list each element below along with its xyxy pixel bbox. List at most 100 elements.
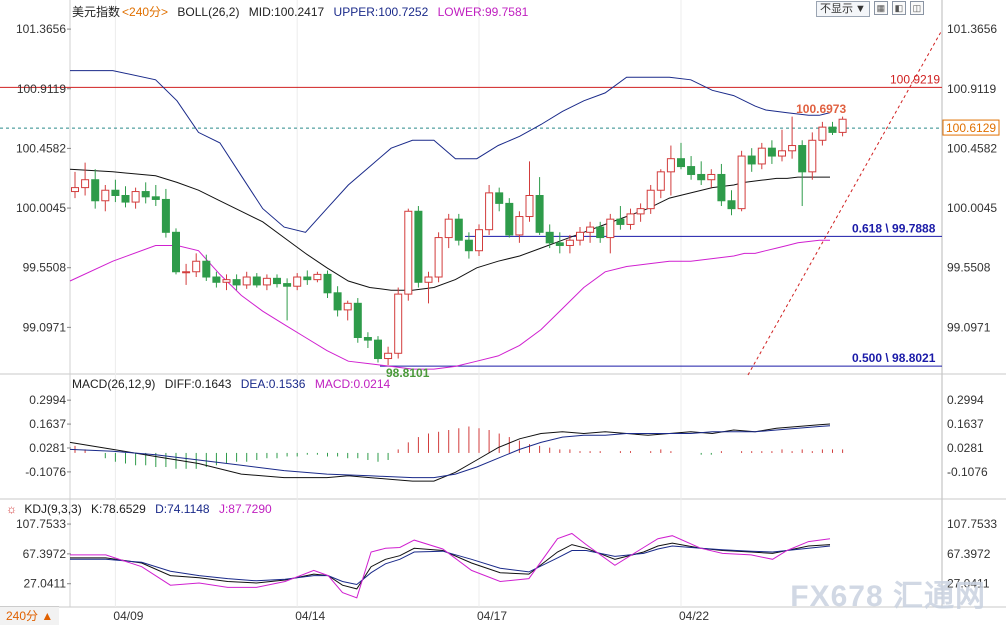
resistance-label: 100.9219: [890, 72, 940, 86]
price-tick-left: 99.5508: [23, 261, 67, 275]
candle-body: [212, 276, 221, 283]
chart-toolbar: 不显示 ▼ ▦ ◧ ◫: [816, 1, 924, 17]
candle-body: [71, 187, 79, 193]
kdj-legend: ☼ KDJ(9,3,3) K:78.6529 D:74.1148 J:87.72…: [6, 502, 278, 516]
candle-body: [475, 229, 483, 252]
price-tick-right: 101.3656: [947, 22, 997, 36]
candle-body: [172, 231, 180, 273]
candle-body: [151, 196, 160, 200]
panel-view-icon[interactable]: ◫: [909, 1, 924, 15]
kdj-tick-left: 67.3972: [23, 547, 67, 561]
candle-body: [555, 242, 564, 246]
price-tick-left: 100.9119: [17, 82, 66, 96]
boll-indicator-label[interactable]: BOLL(26,2): [177, 5, 240, 19]
macd-tick-right: 0.0281: [947, 441, 984, 455]
macd-tick-right: 0.2994: [947, 393, 984, 407]
boll-mid-value: MID:100.2417: [248, 5, 325, 19]
grid-layer: [0, 0, 1006, 608]
candle-body: [616, 218, 625, 225]
candle-body: [414, 210, 423, 283]
fib-500-label: 0.500 \ 98.8021: [852, 351, 936, 365]
macd-panel: [69, 423, 844, 482]
candle-body: [283, 283, 292, 287]
macd-tick-right: 0.1637: [947, 417, 984, 431]
sun-icon[interactable]: ☼: [6, 502, 17, 516]
candle-body: [464, 239, 473, 252]
candle-body: [656, 171, 665, 191]
kdj-tick-right: 107.7533: [947, 517, 997, 531]
boll-upper-value: UPPER:100.7252: [333, 5, 429, 19]
candle-body: [394, 293, 403, 354]
candle-body: [131, 191, 140, 203]
hide-toggle-label: 不显示: [820, 3, 853, 15]
price-panel: 100.9219 0.618 \ 99.7888 0.500 \ 98.8021 10…: [0, 29, 943, 380]
date-label: 04/22: [679, 609, 709, 623]
candle-body: [91, 179, 100, 202]
candle-body: [838, 118, 847, 133]
candle-body: [535, 195, 544, 233]
kdj-k-value: K:78.6529: [91, 502, 146, 516]
grid-view-icon[interactable]: ▦: [873, 1, 888, 15]
macd-indicator-label[interactable]: MACD(26,12,9): [72, 377, 156, 391]
kdj-panel: [70, 532, 831, 599]
price-tick-left: 100.4582: [16, 141, 66, 155]
date-label: 04/17: [477, 609, 507, 623]
candle-body: [323, 273, 332, 294]
kdj-tick-right: 27.0411: [947, 577, 990, 591]
candle-body: [192, 260, 201, 273]
hide-toggle-button[interactable]: 不显示 ▼: [816, 1, 870, 17]
boll-lower-value: LOWER:99.7581: [437, 5, 529, 19]
macd-dea-value: DEA:0.1536: [240, 377, 306, 391]
trend-line[interactable]: [747, 29, 943, 376]
candle-body: [141, 191, 150, 198]
kdj-indicator-label[interactable]: KDJ(9,3,3): [24, 502, 82, 516]
candle-body: [798, 145, 807, 173]
period-label[interactable]: <240分>: [122, 5, 169, 19]
candle-body: [747, 155, 756, 165]
candle-body: [222, 279, 231, 283]
price-tick-left: 99.0971: [23, 320, 67, 334]
candle-body: [525, 195, 534, 218]
macd-legend: MACD(26,12,9) DIFF:0.1643 DEA:0.1536 MAC…: [72, 377, 396, 391]
candle-body: [505, 202, 514, 236]
candle-body: [232, 279, 241, 286]
candle-body: [596, 226, 605, 239]
candle-body: [626, 213, 635, 225]
macd-diff-line: [69, 423, 831, 482]
candle-body: [495, 192, 504, 204]
candle-body: [444, 218, 453, 239]
candle-body: [424, 276, 433, 283]
candle-body: [202, 260, 211, 278]
price-tick-right: 100.0045: [947, 201, 997, 215]
period-footer[interactable]: 240分 ▲: [0, 606, 60, 625]
current-price-tag: [942, 119, 1000, 136]
macd-tick-left: 0.2994: [29, 393, 66, 407]
kdj-tick-right: 67.3972: [947, 547, 991, 561]
fib-618-label: 0.618 \ 99.7888: [852, 221, 936, 235]
current-price-label: 100.6129: [946, 121, 996, 135]
macd-hist-value: MACD:0.0214: [314, 377, 391, 391]
candle-body: [303, 276, 312, 281]
date-label: 04/09: [113, 609, 143, 623]
split-view-icon[interactable]: ◧: [891, 1, 906, 15]
candle-body: [767, 147, 776, 157]
candle-body: [687, 166, 696, 175]
candle-body: [313, 273, 322, 281]
candle-body: [333, 292, 342, 311]
price-tick-right: 99.0971: [947, 320, 991, 334]
candle-body: [606, 218, 615, 239]
candle-body: [242, 276, 251, 286]
candle-body: [485, 192, 494, 231]
candle-body: [717, 173, 726, 202]
candle-body: [545, 231, 554, 244]
boll-mid-line: [69, 168, 830, 291]
candle-body: [121, 195, 130, 203]
candle-body: [818, 126, 827, 141]
candle-body: [565, 239, 574, 246]
candle-body: [404, 210, 413, 295]
candle-body: [252, 276, 261, 286]
price-tick-right: 100.4582: [947, 141, 997, 155]
footer-period-label: 240分: [6, 609, 39, 623]
price-legend: 美元指数 <240分> BOLL(26,2) MID:100.2417 UPPER…: [72, 3, 534, 20]
candle-body: [363, 337, 372, 341]
